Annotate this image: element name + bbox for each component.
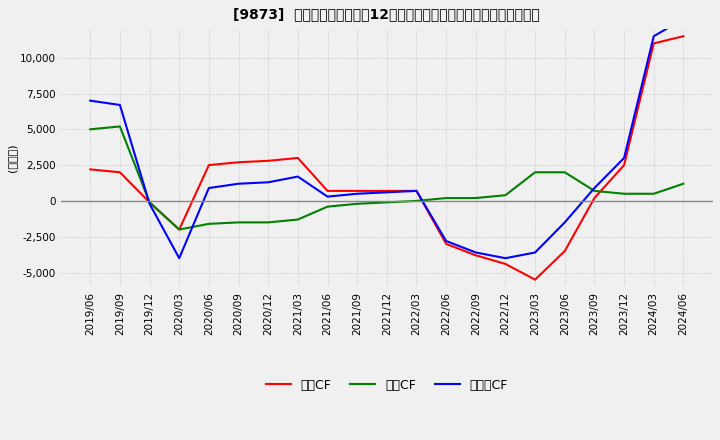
フリーCF — [442, 238, 451, 244]
営業CF — [145, 200, 154, 205]
フリーCF — [560, 220, 569, 225]
投資CF — [294, 217, 302, 222]
フリーCF — [145, 201, 154, 206]
投資CF — [590, 188, 599, 194]
Y-axis label: (百万円): (百万円) — [7, 143, 17, 172]
営業CF — [323, 188, 332, 194]
営業CF — [501, 261, 510, 267]
Line: 営業CF: 営業CF — [90, 36, 683, 280]
フリーCF — [472, 250, 480, 255]
フリーCF — [204, 185, 213, 191]
営業CF — [86, 167, 94, 172]
フリーCF — [86, 98, 94, 103]
フリーCF — [620, 155, 629, 161]
営業CF — [264, 158, 272, 163]
投資CF — [679, 181, 688, 187]
営業CF — [590, 195, 599, 201]
投資CF — [116, 124, 125, 129]
営業CF — [560, 249, 569, 254]
営業CF — [620, 162, 629, 168]
Legend: 営業CF, 投資CF, フリーCF: 営業CF, 投資CF, フリーCF — [261, 374, 513, 396]
投資CF — [560, 170, 569, 175]
フリーCF — [412, 188, 420, 194]
フリーCF — [175, 256, 184, 261]
投資CF — [472, 195, 480, 201]
フリーCF — [649, 33, 658, 39]
Line: 投資CF: 投資CF — [90, 126, 683, 230]
投資CF — [175, 227, 184, 232]
営業CF — [649, 41, 658, 46]
フリーCF — [264, 180, 272, 185]
Line: フリーCF: フリーCF — [90, 19, 683, 258]
営業CF — [116, 170, 125, 175]
投資CF — [620, 191, 629, 196]
フリーCF — [353, 191, 361, 196]
投資CF — [649, 191, 658, 196]
営業CF — [472, 253, 480, 258]
フリーCF — [234, 181, 243, 187]
投資CF — [382, 200, 391, 205]
投資CF — [234, 220, 243, 225]
営業CF — [412, 188, 420, 194]
フリーCF — [679, 16, 688, 22]
フリーCF — [590, 185, 599, 191]
フリーCF — [294, 174, 302, 179]
フリーCF — [116, 103, 125, 108]
投資CF — [353, 201, 361, 206]
フリーCF — [323, 194, 332, 199]
営業CF — [234, 160, 243, 165]
投資CF — [86, 127, 94, 132]
Title: [9873]  キャッシュフローの12か月移動合計の対前年同期増減額の推移: [9873] キャッシュフローの12か月移動合計の対前年同期増減額の推移 — [233, 7, 540, 21]
投資CF — [442, 195, 451, 201]
フリーCF — [382, 190, 391, 195]
投資CF — [531, 170, 539, 175]
営業CF — [175, 227, 184, 232]
フリーCF — [531, 250, 539, 255]
投資CF — [264, 220, 272, 225]
投資CF — [204, 221, 213, 227]
営業CF — [679, 33, 688, 39]
投資CF — [323, 204, 332, 209]
営業CF — [442, 241, 451, 246]
営業CF — [531, 277, 539, 282]
営業CF — [382, 188, 391, 194]
営業CF — [294, 155, 302, 161]
投資CF — [145, 200, 154, 205]
営業CF — [353, 188, 361, 194]
フリーCF — [501, 256, 510, 261]
投資CF — [412, 198, 420, 204]
投資CF — [501, 193, 510, 198]
営業CF — [204, 162, 213, 168]
